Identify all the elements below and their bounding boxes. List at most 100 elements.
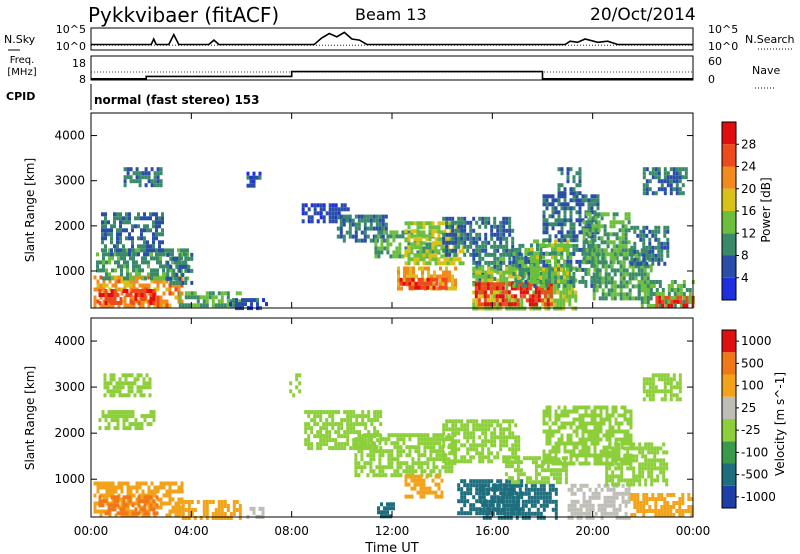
power-cell [539,267,542,272]
power-cell [403,274,406,279]
velocity-cell [460,479,464,484]
power-cell [316,219,320,224]
power-cell [560,238,564,243]
velocity-cell [620,462,624,467]
power-cell [572,191,576,196]
velocity-cell [635,454,639,459]
power-cell [159,183,163,188]
velocity-cell [404,482,408,487]
power-cell [99,275,103,280]
power-cell [445,270,448,275]
velocity-cell [587,429,591,434]
velocity-cell [417,441,421,446]
power-cell [547,294,551,299]
power-cell [615,212,619,217]
power-cell [107,228,110,233]
power-cell [670,280,674,284]
velocity-cell [414,433,418,438]
power-cell [643,272,647,277]
velocity-cell [93,493,97,498]
power-cell [666,253,670,258]
velocity-cell [96,501,100,506]
velocity-cell [319,418,323,423]
power-cell [184,303,188,308]
power-cell [180,291,184,296]
power-cell [351,218,355,223]
power-cell [505,228,509,233]
velocity-cell [617,474,621,479]
power-cell [630,261,634,266]
velocity-cell [612,503,616,508]
velocity-cell [554,503,558,508]
power-cell [640,280,644,285]
velocity-cell [331,446,335,451]
power-cell [381,218,385,223]
power-cell [643,292,647,296]
power-cell [508,260,512,265]
power-cell [621,240,625,245]
velocity-cell [366,453,370,458]
power-cell [560,247,563,252]
power-cell [165,248,168,253]
velocity-cell [581,441,585,446]
velocity-cell [389,506,392,511]
power-cell [524,279,528,284]
velocity-cell [478,451,482,456]
power-cell [138,275,142,280]
power-cell [208,295,212,300]
velocity-cell [316,430,320,435]
power-cell [481,256,485,261]
power-cell [624,236,628,241]
power-cell [670,303,674,308]
velocity-cell [521,511,525,516]
n-sky-trace [91,31,693,46]
velocity-cell [463,491,467,496]
velocity-cell [602,421,606,426]
power-cell [381,222,385,227]
power-cell [101,293,105,297]
velocity-cell [572,441,576,446]
power-cell [443,257,447,262]
velocity-cell [380,510,383,515]
power-cell [372,214,376,219]
velocity-cell [540,464,544,469]
power-cell [449,229,453,234]
velocity-cell [508,495,512,500]
velocity-cell [548,417,552,422]
velocity-cell [116,511,120,516]
power-cell [449,257,453,262]
power-cell [651,257,655,262]
beam-label: Beam 13 [355,5,427,24]
power-cell [540,298,544,303]
power-cell [445,240,449,245]
power-cell [666,249,670,254]
velocity-cell [575,445,579,450]
power-cell [483,290,487,295]
power-cell [673,304,677,308]
power-cell [585,212,589,217]
power-cell [600,216,604,221]
power-cell [523,274,527,279]
velocity-cell [505,435,509,440]
velocity-cell [620,458,624,463]
power-cell [343,207,347,212]
velocity-cell [334,446,338,451]
power-cell [162,283,166,288]
power-cell [524,283,528,288]
power-cell [478,266,482,271]
velocity-cell [570,483,574,488]
velocity-cell [113,426,117,431]
power-cell [654,191,658,196]
velocity-cell [588,515,592,520]
velocity-cell [187,512,191,516]
power-cell [331,207,335,212]
velocity-cell [226,508,230,512]
power-cell [521,267,525,272]
power-cell [331,215,335,220]
power-cell [410,234,414,239]
power-cell [643,276,647,281]
power-cell [452,245,456,250]
velocity-cell [378,465,382,470]
power-cell [399,281,403,286]
velocity-cell [629,433,633,438]
